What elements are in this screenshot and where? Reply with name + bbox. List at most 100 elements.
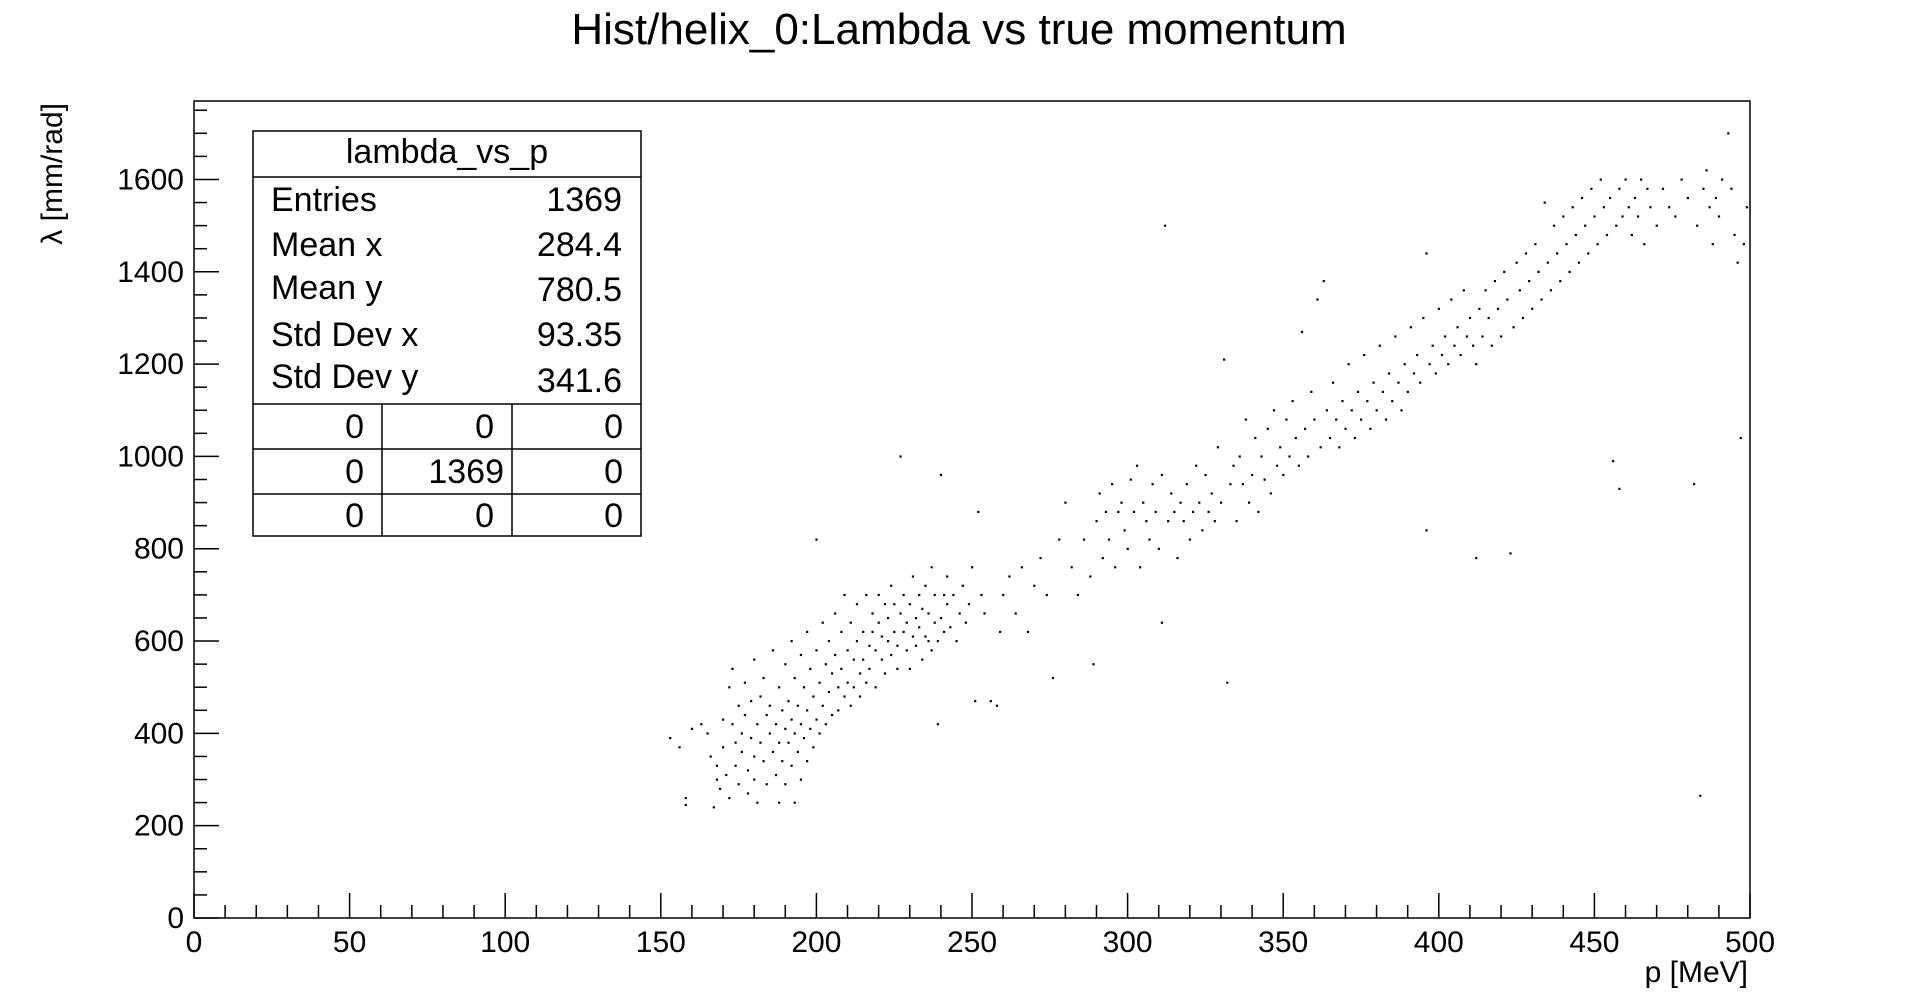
data-point xyxy=(1291,400,1294,403)
data-point xyxy=(834,653,837,657)
y-axis-label: λ [mm/rad] xyxy=(36,103,69,245)
data-point xyxy=(1282,473,1285,477)
data-point xyxy=(1098,492,1101,495)
data-point xyxy=(877,593,880,597)
data-point xyxy=(1238,455,1241,458)
data-point xyxy=(740,750,743,754)
data-point xyxy=(1549,289,1553,292)
x-axis-label: p [MeV] xyxy=(1645,956,1748,989)
data-point xyxy=(1537,270,1540,273)
data-point xyxy=(821,621,824,624)
data-point xyxy=(1559,280,1562,283)
data-point xyxy=(1646,187,1649,190)
data-point xyxy=(1353,436,1356,440)
data-point xyxy=(722,718,725,721)
data-point xyxy=(778,686,781,689)
data-point xyxy=(799,723,803,726)
data-point xyxy=(927,640,930,643)
data-point xyxy=(999,630,1002,634)
data-point xyxy=(1254,436,1257,440)
data-point xyxy=(1188,538,1192,541)
data-point xyxy=(933,593,936,597)
data-point xyxy=(1484,289,1487,292)
data-point xyxy=(1534,243,1537,246)
data-point xyxy=(1608,196,1612,200)
data-point xyxy=(802,736,806,740)
y-tick-label: 800 xyxy=(134,533,184,566)
data-point xyxy=(952,593,955,597)
data-point xyxy=(1440,353,1444,357)
data-point xyxy=(715,764,719,767)
data-point xyxy=(1412,372,1416,375)
data-point xyxy=(862,630,865,634)
data-point xyxy=(1241,483,1244,486)
data-point xyxy=(821,704,824,707)
data-point xyxy=(1207,510,1210,514)
data-point xyxy=(1720,178,1724,181)
data-point xyxy=(824,723,827,726)
data-point xyxy=(1101,556,1104,560)
data-point xyxy=(1708,206,1711,209)
data-point xyxy=(765,783,768,786)
data-point xyxy=(734,764,737,767)
data-point xyxy=(1313,418,1316,421)
data-point xyxy=(989,700,992,703)
data-point xyxy=(1307,455,1310,458)
data-point xyxy=(946,575,949,578)
data-point xyxy=(908,603,911,606)
data-point xyxy=(1064,501,1067,504)
data-point xyxy=(1444,335,1447,338)
data-point xyxy=(855,603,859,606)
data-point xyxy=(893,603,896,606)
data-point xyxy=(812,746,815,749)
data-point xyxy=(1524,252,1528,255)
data-point xyxy=(874,686,877,689)
data-point xyxy=(1584,224,1587,227)
data-point xyxy=(790,764,793,767)
data-point xyxy=(865,593,868,597)
data-point xyxy=(799,653,803,657)
x-axis-tick-labels: 0 50 100 150 200 250 300 350 400 450 500 xyxy=(186,926,1775,959)
data-point xyxy=(1344,427,1347,430)
data-point xyxy=(1360,418,1363,421)
data-point xyxy=(1481,335,1484,338)
data-point xyxy=(1540,298,1543,301)
data-point xyxy=(1176,556,1179,560)
y-tick-label: 1600 xyxy=(117,163,184,196)
data-point xyxy=(852,658,855,661)
x-tick-label: 300 xyxy=(1103,926,1153,959)
data-point xyxy=(946,603,949,606)
data-point xyxy=(974,700,977,703)
data-point xyxy=(1406,390,1409,393)
data-point xyxy=(1251,473,1254,477)
data-point xyxy=(1472,344,1475,347)
data-point xyxy=(728,686,731,689)
data-point xyxy=(862,658,865,661)
data-point xyxy=(1453,344,1456,347)
data-point xyxy=(902,593,905,597)
data-point xyxy=(1039,556,1042,560)
data-point xyxy=(1416,353,1419,357)
data-point xyxy=(1363,353,1366,357)
data-point xyxy=(1692,483,1696,486)
data-point xyxy=(1275,464,1279,467)
data-point xyxy=(1148,538,1151,541)
data-point xyxy=(753,658,756,661)
data-point xyxy=(1226,681,1229,684)
data-point xyxy=(781,760,784,763)
data-point xyxy=(806,709,809,712)
data-point xyxy=(812,695,815,698)
data-point xyxy=(1680,178,1683,181)
data-point xyxy=(1686,196,1689,200)
data-point xyxy=(949,626,952,629)
data-point xyxy=(1375,409,1378,412)
data-point xyxy=(737,704,740,707)
data-point xyxy=(1223,358,1226,361)
data-point xyxy=(1216,446,1220,449)
data-point xyxy=(911,635,915,638)
data-point xyxy=(827,640,831,643)
data-point xyxy=(1170,492,1173,495)
data-point xyxy=(706,732,709,735)
data-point xyxy=(886,616,890,620)
